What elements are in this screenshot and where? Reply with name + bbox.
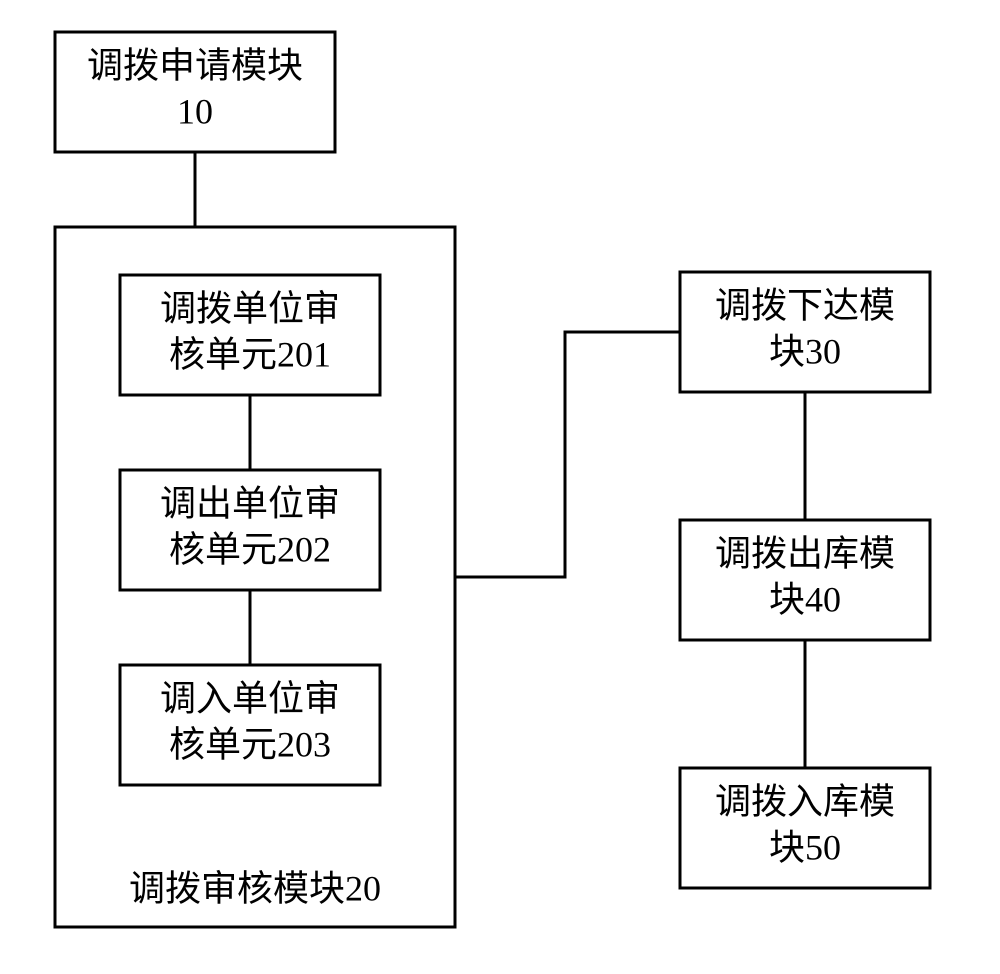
box-unit202-label: 核单元202 [169,529,331,569]
box-unit202: 调出单位审核单元202 [120,470,380,590]
box-issue-label: 调拨下达模 [715,285,895,325]
flow-diagram: 调拨申请模块 10 调拨审核模块20 调拨单位审核单元201 调出单位审核单元202 调入… [0,0,1000,974]
box-unit201: 调拨单位审核单元201 [120,275,380,395]
box-out-label: 块40 [769,579,841,619]
connector-5 [455,332,680,577]
box-unit202-label: 调出单位审 [160,483,340,523]
box-out: 调拨出库模块40 [680,520,930,640]
box-in: 调拨入库模块50 [680,768,930,888]
box-review-caption: 调拨审核模块20 [129,868,381,908]
box-unit201-label: 核单元201 [169,334,331,374]
box-unit203-label: 调入单位审 [160,678,340,718]
box-apply: 调拨申请模块 10 [55,32,335,152]
connector-0 [195,152,255,227]
box-unit203: 调入单位审核单元203 [120,665,380,785]
box-in-label: 块50 [769,827,841,867]
box-review: 调拨审核模块20 [55,227,455,927]
box-apply-label: 10 [177,91,213,131]
box-issue: 调拨下达模块30 [680,272,930,392]
box-issue-label: 块30 [769,331,841,371]
box-unit203-label: 核单元203 [169,724,331,764]
box-apply-label: 调拨申请模块 [87,45,303,85]
box-in-label: 调拨入库模 [715,781,895,821]
box-out-label: 调拨出库模 [715,533,895,573]
box-unit201-label: 调拨单位审 [160,288,340,328]
